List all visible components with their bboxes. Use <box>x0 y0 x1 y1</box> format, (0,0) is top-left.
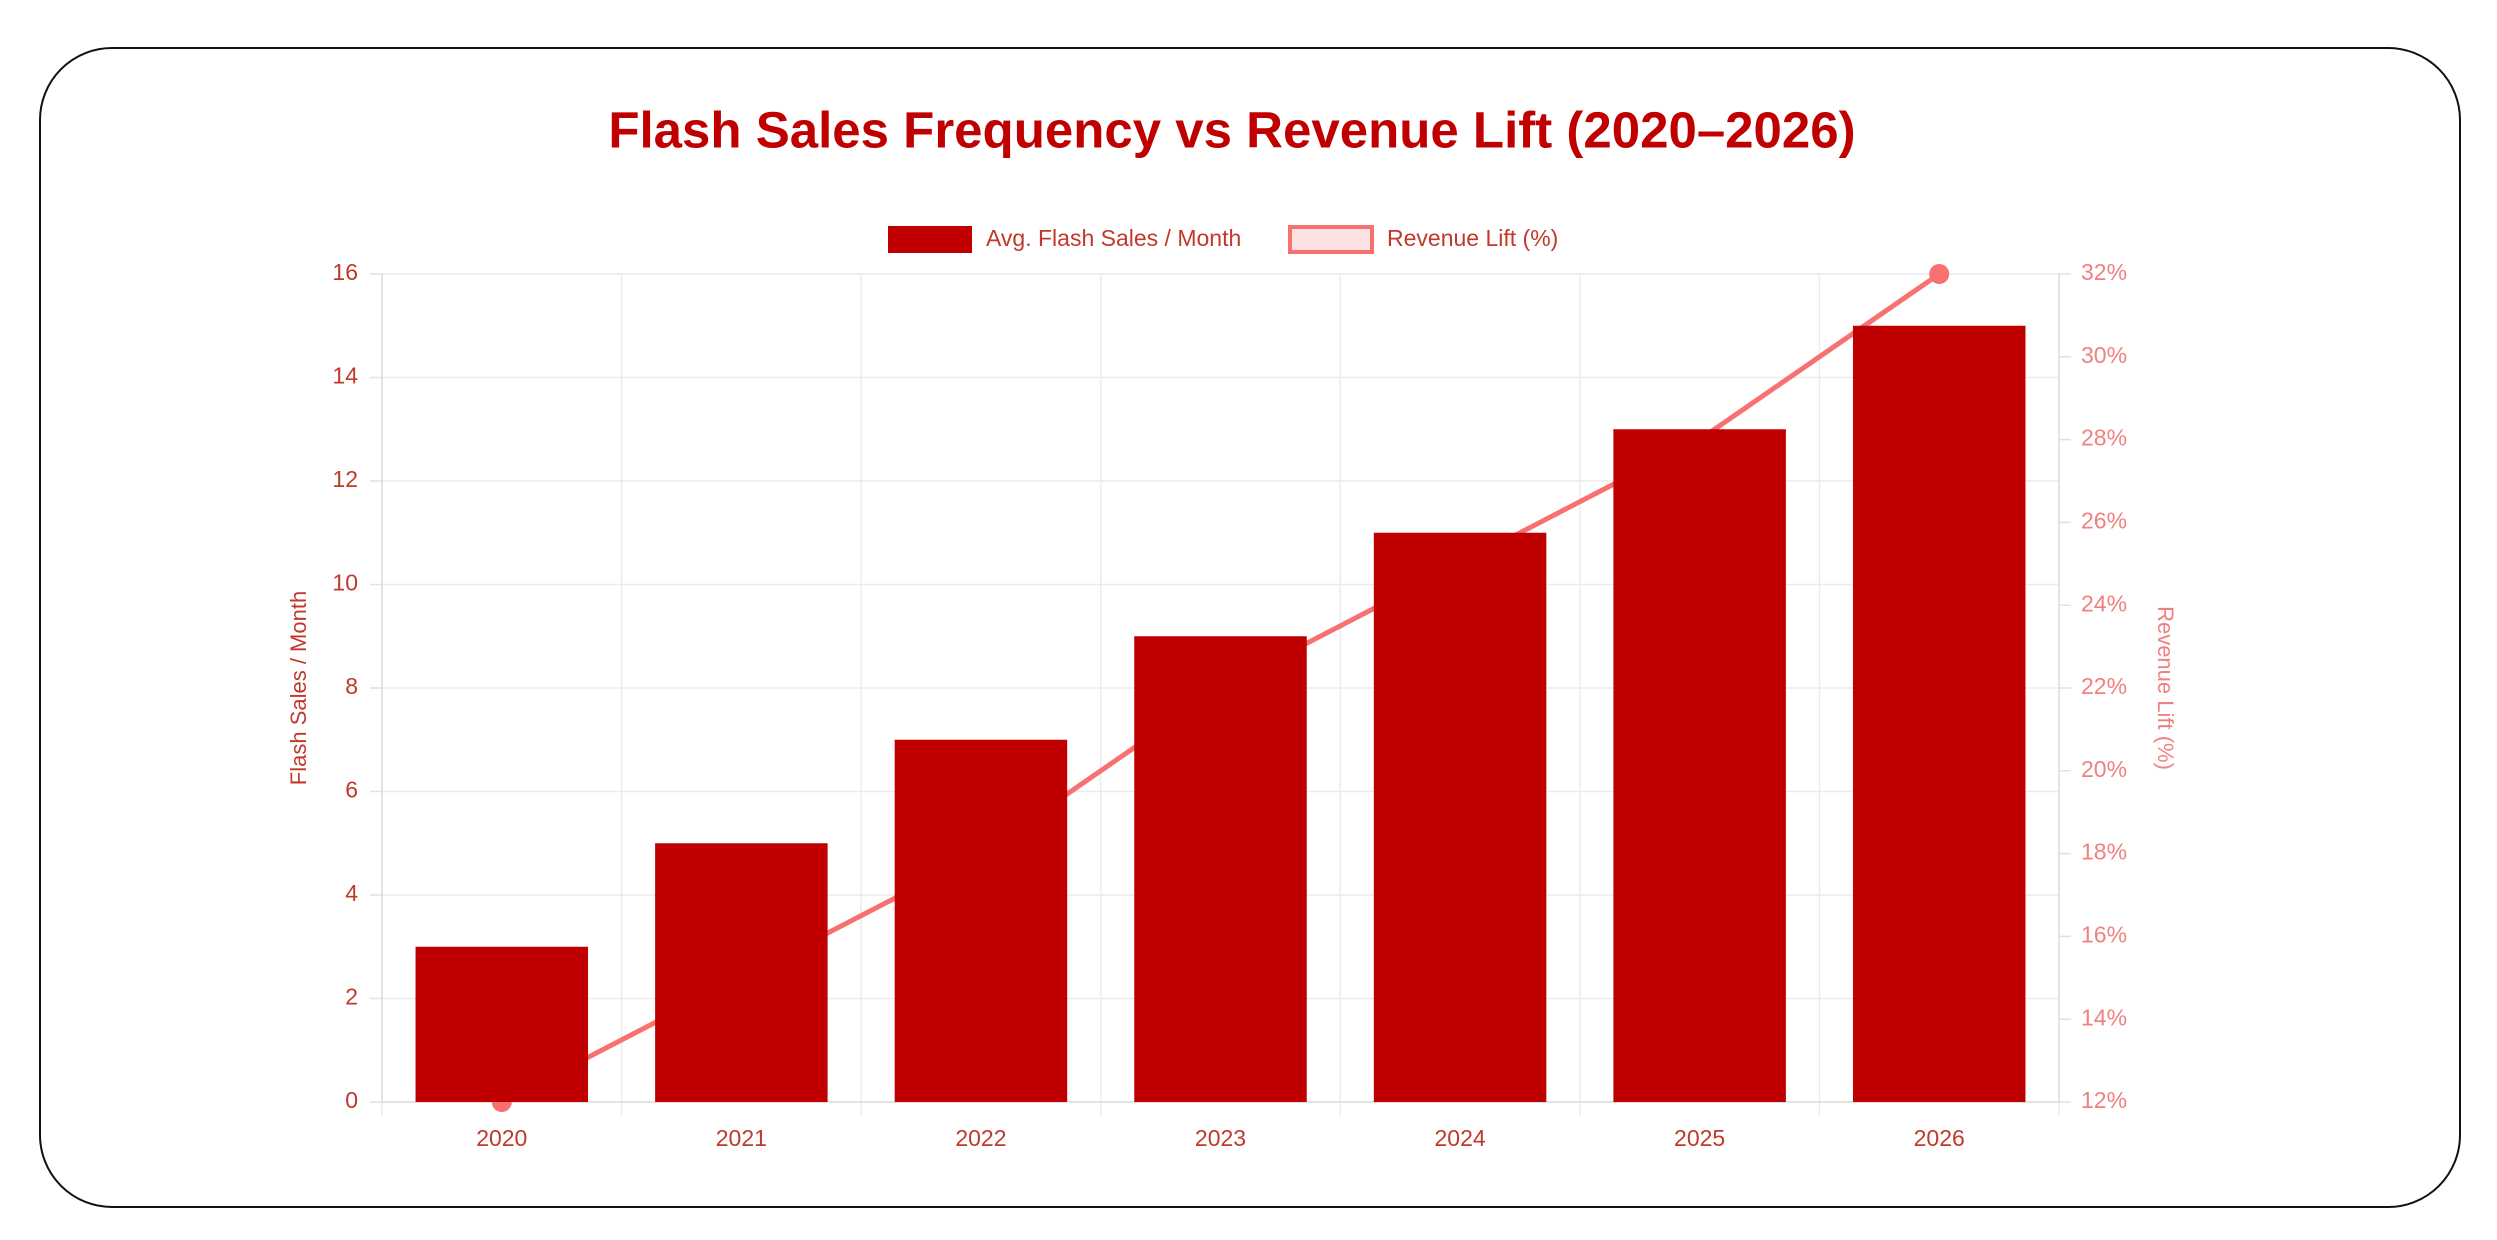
y2-tick-label: 22% <box>2081 673 2127 699</box>
y-tick-label: 10 <box>332 570 358 596</box>
legend-label: Revenue Lift (%) <box>1387 225 1558 251</box>
y2-tick-label: 14% <box>2081 1004 2127 1030</box>
bar <box>1852 325 2026 1102</box>
x-tick-label: 2023 <box>1195 1125 1246 1151</box>
x-tick-label: 2022 <box>955 1125 1006 1151</box>
y2-tick-label: 24% <box>2081 590 2127 616</box>
bar <box>415 946 589 1102</box>
bar <box>655 843 828 1102</box>
x-tick-label: 2026 <box>1914 1125 1965 1151</box>
point <box>1929 264 1950 284</box>
bar <box>1373 532 1547 1102</box>
bar <box>1134 636 1307 1102</box>
y-tick-label: 6 <box>345 777 358 803</box>
x-tick-label: 2021 <box>716 1125 767 1151</box>
y2-tick-label: 20% <box>2081 756 2127 782</box>
y-tick-label: 8 <box>345 673 358 699</box>
x-tick-label: 2020 <box>476 1125 527 1151</box>
x-tick-label: 2025 <box>1674 1125 1725 1151</box>
legend-swatch <box>888 226 972 253</box>
x-tick-label: 2024 <box>1434 1125 1485 1151</box>
y-tick-label: 12 <box>332 466 358 492</box>
bar <box>1613 429 1786 1102</box>
y2-tick-label: 28% <box>2081 425 2127 451</box>
y-tick-label: 4 <box>345 880 358 906</box>
y-tick-label: 0 <box>345 1087 358 1113</box>
bar <box>894 739 1068 1102</box>
y2-tick-label: 32% <box>2081 259 2127 285</box>
y-tick-label: 16 <box>332 259 358 285</box>
legend-swatch <box>1288 225 1374 254</box>
y2-tick-label: 16% <box>2081 921 2127 947</box>
y2-axis-label: Revenue Lift (%) <box>2153 606 2178 770</box>
y2-tick-label: 12% <box>2081 1087 2127 1113</box>
y2-tick-label: 18% <box>2081 839 2127 865</box>
chart-title: Flash Sales Frequency vs Revenue Lift (2… <box>608 101 1855 158</box>
y2-tick-label: 26% <box>2081 507 2127 533</box>
y-axis-label: Flash Sales / Month <box>286 591 311 785</box>
y2-tick-label: 30% <box>2081 342 2127 368</box>
legend-label: Avg. Flash Sales / Month <box>986 225 1241 251</box>
y-tick-label: 2 <box>345 984 358 1010</box>
y-tick-label: 14 <box>332 363 358 389</box>
